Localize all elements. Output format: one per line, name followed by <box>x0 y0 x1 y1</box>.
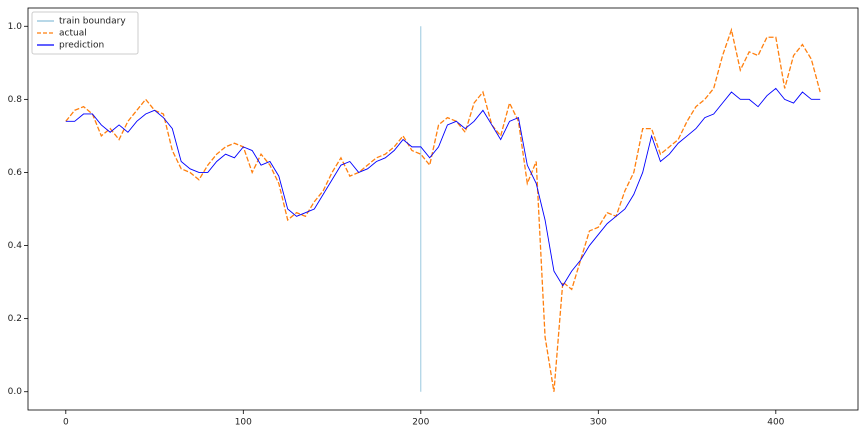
x-tick-label: 200 <box>412 418 429 428</box>
x-tick-label: 100 <box>235 418 252 428</box>
y-tick-label: 1.0 <box>8 22 23 32</box>
plot-frame <box>27 7 859 411</box>
legend-label: prediction <box>59 41 104 51</box>
y-tick-label: 0.8 <box>8 95 23 105</box>
series-line <box>65 87 821 287</box>
series-line <box>65 27 821 392</box>
y-tick-label: 0.4 <box>8 241 23 251</box>
legend-label: actual <box>59 29 87 39</box>
y-tick-label: 0.2 <box>8 314 22 324</box>
legend-box <box>31 11 139 55</box>
y-tick-label: 0.6 <box>8 168 23 178</box>
x-tick-label: 300 <box>590 418 607 428</box>
legend-label: train boundary <box>59 17 126 27</box>
x-tick-label: 0 <box>63 418 69 428</box>
x-tick-label: 400 <box>767 418 784 428</box>
y-tick-label: 0.0 <box>8 387 23 397</box>
